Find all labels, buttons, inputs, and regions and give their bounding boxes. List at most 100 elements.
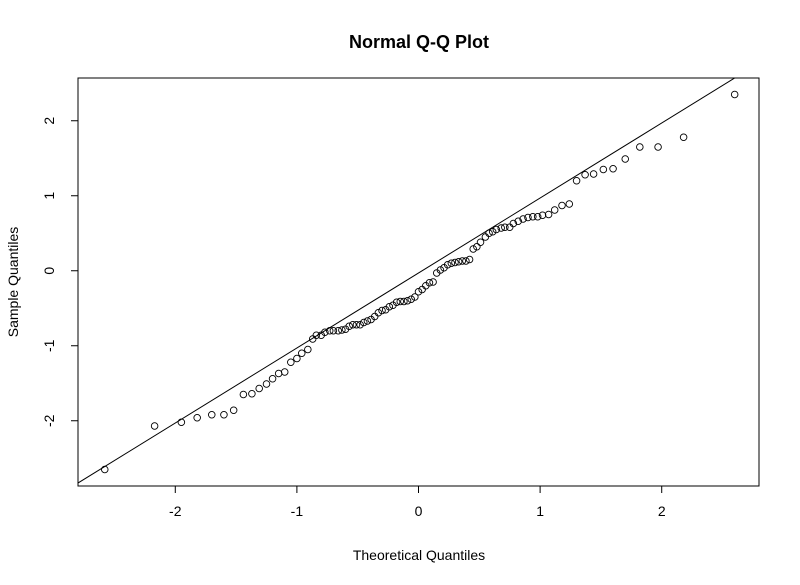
y-tick-label: 0: [41, 267, 57, 275]
data-point: [451, 258, 459, 267]
data-point: [338, 326, 346, 334]
y-tick-label: 2: [41, 117, 57, 125]
qq-reference-line: [78, 78, 736, 484]
data-point: [533, 212, 542, 221]
data-point: [462, 257, 470, 265]
data-point: [425, 279, 434, 287]
data-point: [400, 297, 408, 306]
data-point: [411, 293, 419, 301]
data-point: [321, 328, 329, 337]
data-point: [550, 206, 559, 214]
data-point: [177, 418, 186, 427]
data-point: [609, 164, 617, 173]
data-point: [356, 321, 364, 329]
data-point: [443, 261, 452, 269]
data-point: [529, 212, 537, 221]
data-point: [473, 242, 481, 251]
x-tick-label: -2: [169, 503, 182, 519]
data-point: [268, 375, 277, 383]
data-point: [220, 411, 228, 419]
data-point: [519, 215, 527, 223]
data-point: [274, 369, 283, 378]
data-point: [572, 176, 581, 185]
data-point: [599, 165, 608, 174]
data-point: [193, 414, 201, 422]
data-point: [581, 170, 589, 179]
data-point: [514, 217, 522, 225]
data-point: [345, 322, 353, 331]
data-point: [298, 349, 306, 358]
data-point: [352, 321, 361, 329]
data-point: [538, 211, 547, 219]
data-point: [730, 90, 739, 99]
data-point: [287, 358, 295, 367]
data-point: [360, 318, 368, 327]
data-point: [304, 345, 312, 354]
x-tick-label: 0: [415, 503, 423, 519]
data-point: [481, 233, 490, 241]
data-point: [325, 327, 334, 335]
data-point: [308, 335, 317, 343]
data-point: [363, 317, 372, 325]
data-point: [334, 327, 342, 335]
data-point: [454, 258, 463, 266]
data-point: [208, 411, 216, 419]
data-point: [654, 143, 662, 151]
data-point: [385, 303, 394, 311]
x-axis: -2 -1 0 1 2: [169, 485, 666, 519]
reference-line-layer: [78, 78, 736, 484]
data-point: [509, 219, 518, 228]
data-point: [407, 295, 415, 304]
data-point: [501, 223, 509, 231]
plot-frame: [77, 77, 760, 487]
x-axis-label: Theoretical Quantiles: [353, 547, 485, 563]
data-point: [589, 170, 598, 178]
data-point: [505, 223, 514, 231]
y-axis-label: Sample Quantiles: [5, 227, 21, 338]
y-axis: -2 -1 0 1 2: [41, 117, 79, 427]
data-point: [429, 278, 437, 286]
data-point: [497, 224, 505, 232]
data-point: [485, 229, 493, 237]
chart-title: Normal Q-Q Plot: [349, 32, 489, 52]
x-tick-label: 2: [658, 503, 666, 519]
data-point: [239, 390, 248, 399]
data-point: [349, 321, 357, 329]
data-point: [436, 266, 445, 274]
data-point: [329, 327, 338, 335]
data-point: [229, 406, 238, 415]
data-point: [248, 390, 256, 398]
data-point: [396, 297, 405, 306]
data-point: [469, 245, 477, 253]
data-point: [465, 255, 474, 264]
data-point: [621, 155, 629, 163]
data-point: [150, 422, 159, 430]
data-point: [447, 259, 456, 268]
data-point: [101, 465, 109, 474]
data-point: [312, 331, 321, 340]
data-point: [374, 309, 383, 317]
data-point: [293, 354, 301, 363]
y-tick-label: 1: [41, 192, 57, 200]
data-point: [558, 201, 566, 210]
data-point: [403, 297, 412, 305]
data-point: [544, 210, 553, 219]
y-tick-label: -1: [41, 339, 57, 352]
y-tick-label: -2: [41, 414, 57, 427]
data-point: [262, 380, 271, 388]
data-point: [636, 143, 644, 151]
data-point: [679, 133, 688, 141]
data-point: [392, 298, 401, 307]
data-point: [476, 238, 485, 246]
points-layer: [101, 90, 739, 474]
data-point: [565, 200, 574, 208]
data-point: [458, 257, 467, 265]
data-point: [488, 227, 497, 236]
data-point: [255, 384, 263, 393]
x-tick-label: 1: [536, 503, 544, 519]
data-point: [280, 368, 289, 376]
x-tick-label: -1: [291, 503, 304, 519]
data-point: [378, 306, 386, 315]
data-point: [414, 288, 423, 296]
